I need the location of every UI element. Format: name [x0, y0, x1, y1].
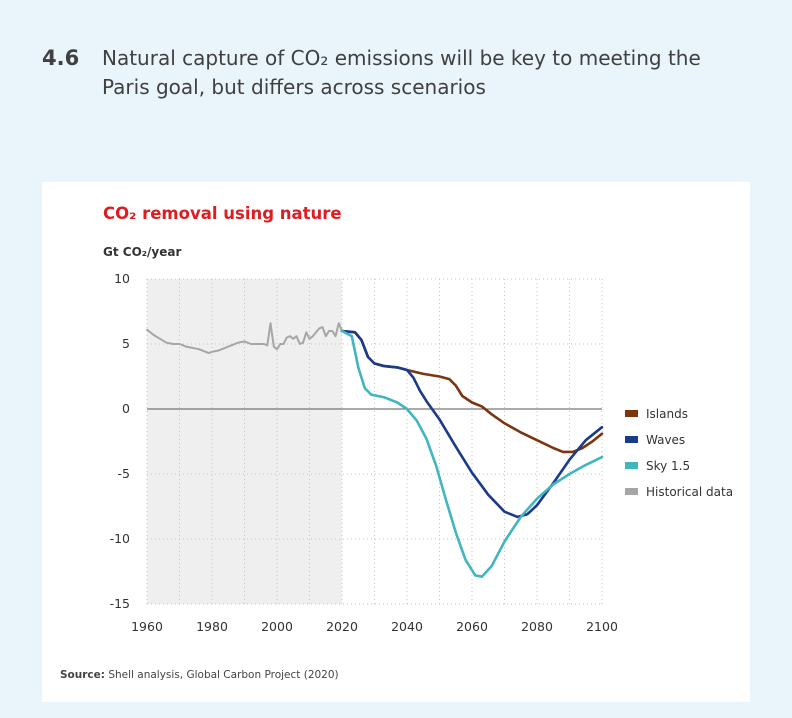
- y-tick-label: 5: [122, 336, 130, 351]
- x-tick-label: 2080: [521, 619, 553, 634]
- legend-label: Waves: [646, 433, 685, 447]
- chart-card: CO₂ removal using nature Gt CO₂/year 10 5…: [42, 182, 750, 702]
- y-axis-unit-label: Gt CO₂/year: [103, 245, 182, 259]
- x-tick-label: 1960: [131, 619, 163, 634]
- chart-title: CO₂ removal using nature: [103, 204, 342, 223]
- source-note: Source: Shell analysis, Global Carbon Pr…: [60, 669, 339, 681]
- legend-label: Islands: [646, 407, 688, 421]
- x-tick-label: 2020: [326, 619, 358, 634]
- x-tick-label: 2000: [261, 619, 293, 634]
- y-tick-label: 0: [122, 401, 130, 416]
- historical-shaded-region: [147, 279, 342, 604]
- source-text: Shell analysis, Global Carbon Project (2…: [108, 669, 339, 681]
- x-tick-label: 2100: [586, 619, 618, 634]
- x-tick-label: 2040: [391, 619, 423, 634]
- legend-swatch: [625, 436, 638, 443]
- source-label: Source:: [60, 669, 105, 681]
- section-title: Natural capture of CO₂ emissions will be…: [102, 46, 701, 99]
- y-tick-label: -15: [110, 596, 130, 611]
- legend-swatch: [625, 462, 638, 469]
- series-line-waves: [340, 329, 604, 519]
- series-line-sky-1-5: [340, 329, 604, 578]
- x-tick-label: 1980: [196, 619, 228, 634]
- legend-label: Historical data: [646, 485, 733, 499]
- series-line-historical-data: [146, 322, 343, 355]
- legend-swatch: [625, 410, 638, 417]
- y-tick-label: -5: [118, 466, 130, 481]
- y-tick-label: -10: [110, 531, 130, 546]
- y-tick-label: 10: [114, 271, 130, 286]
- legend-label: Sky 1.5: [646, 459, 690, 473]
- x-tick-label: 2060: [456, 619, 488, 634]
- section-number: 4.6: [42, 46, 80, 70]
- legend-swatch: [625, 488, 638, 495]
